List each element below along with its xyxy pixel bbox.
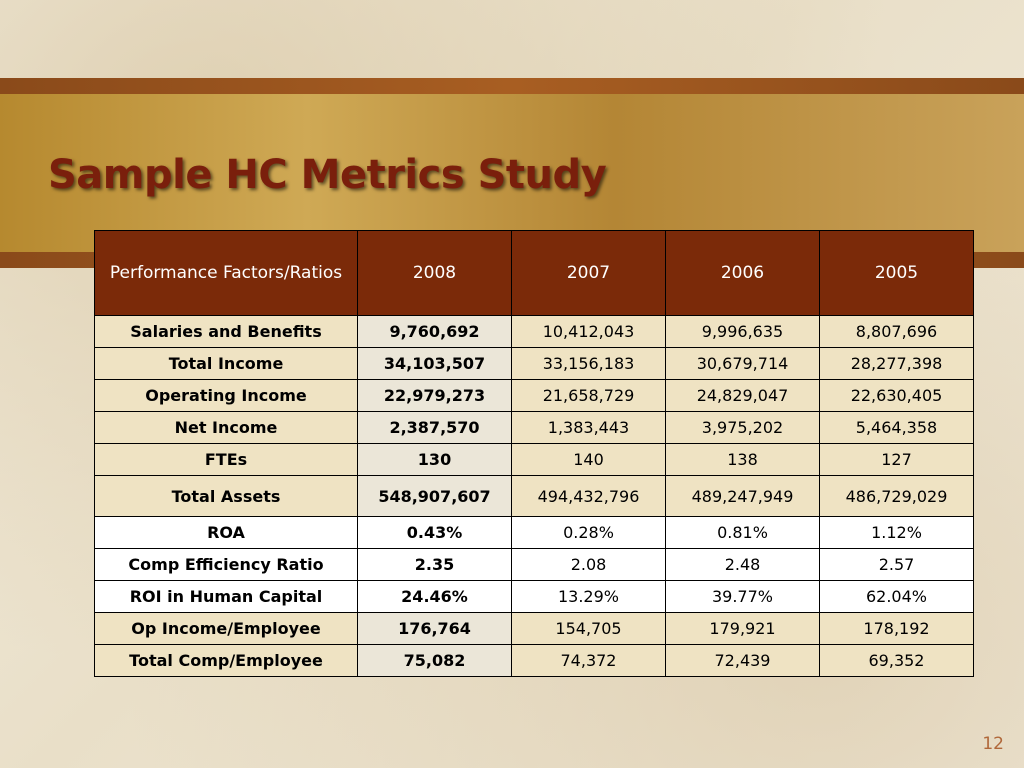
header-2007: 2007 [511, 230, 666, 316]
table-cell: 34,103,507 [357, 347, 512, 380]
row-label: ROA [94, 516, 358, 549]
table-row: Total Income 34,103,507 33,156,183 30,67… [94, 347, 974, 380]
table-cell: 9,996,635 [665, 315, 820, 348]
slide-title: Sample HC Metrics Study [48, 152, 607, 198]
table-row: Total Comp/Employee 75,082 74,372 72,439… [94, 644, 974, 677]
table-cell: 74,372 [511, 644, 666, 677]
table-cell: 2,387,570 [357, 411, 512, 444]
table-cell: 179,921 [665, 612, 820, 645]
table-row: Salaries and Benefits 9,760,692 10,412,0… [94, 315, 974, 348]
table-cell: 8,807,696 [819, 315, 974, 348]
table-cell: 75,082 [357, 644, 512, 677]
table-cell: 21,658,729 [511, 379, 666, 412]
table-cell: 39.77% [665, 580, 820, 613]
table-cell: 22,630,405 [819, 379, 974, 412]
table-row: Op Income/Employee 176,764 154,705 179,9… [94, 612, 974, 645]
slide-page-number: 12 [982, 734, 1004, 754]
row-label: Op Income/Employee [94, 612, 358, 645]
row-label: Operating Income [94, 379, 358, 412]
header-performance-factors: Performance Factors/Ratios [94, 230, 358, 316]
table-cell: 5,464,358 [819, 411, 974, 444]
table-row: Operating Income 22,979,273 21,658,729 2… [94, 379, 974, 412]
table-row: Comp Efficiency Ratio 2.35 2.08 2.48 2.5… [94, 548, 974, 581]
table-cell: 176,764 [357, 612, 512, 645]
row-label: Net Income [94, 411, 358, 444]
row-label: Comp Efficiency Ratio [94, 548, 358, 581]
table-row: ROA 0.43% 0.28% 0.81% 1.12% [94, 516, 974, 549]
table-cell: 33,156,183 [511, 347, 666, 380]
table-cell: 72,439 [665, 644, 820, 677]
row-label: Salaries and Benefits [94, 315, 358, 348]
table-cell: 178,192 [819, 612, 974, 645]
table-cell: 154,705 [511, 612, 666, 645]
title-band-top-stripe [0, 78, 1024, 94]
table-cell: 22,979,273 [357, 379, 512, 412]
table-cell: 486,729,029 [819, 475, 974, 517]
table-cell: 138 [665, 443, 820, 476]
table-cell: 69,352 [819, 644, 974, 677]
table-cell: 13.29% [511, 580, 666, 613]
table-cell: 489,247,949 [665, 475, 820, 517]
metrics-table: Performance Factors/Ratios 2008 2007 200… [94, 230, 974, 677]
table-cell: 140 [511, 443, 666, 476]
row-label: FTEs [94, 443, 358, 476]
row-label: Total Comp/Employee [94, 644, 358, 677]
table-cell: 24.46% [357, 580, 512, 613]
metrics-table-container: Performance Factors/Ratios 2008 2007 200… [94, 230, 974, 677]
table-cell: 1,383,443 [511, 411, 666, 444]
table-cell: 24,829,047 [665, 379, 820, 412]
table-cell: 3,975,202 [665, 411, 820, 444]
table-cell: 62.04% [819, 580, 974, 613]
table-cell: 548,907,607 [357, 475, 512, 517]
row-label: Total Assets [94, 475, 358, 517]
table-cell: 2.08 [511, 548, 666, 581]
table-cell: 0.43% [357, 516, 512, 549]
header-2008: 2008 [357, 230, 512, 316]
table-cell: 30,679,714 [665, 347, 820, 380]
table-row: Total Assets 548,907,607 494,432,796 489… [94, 475, 974, 517]
row-label: ROI in Human Capital [94, 580, 358, 613]
table-cell: 1.12% [819, 516, 974, 549]
table-row: Net Income 2,387,570 1,383,443 3,975,202… [94, 411, 974, 444]
table-row: ROI in Human Capital 24.46% 13.29% 39.77… [94, 580, 974, 613]
table-header-row: Performance Factors/Ratios 2008 2007 200… [94, 230, 974, 316]
table-row: FTEs 130 140 138 127 [94, 443, 974, 476]
header-2005: 2005 [819, 230, 974, 316]
table-cell: 130 [357, 443, 512, 476]
table-cell: 0.28% [511, 516, 666, 549]
header-2006: 2006 [665, 230, 820, 316]
table-cell: 2.48 [665, 548, 820, 581]
table-cell: 2.35 [357, 548, 512, 581]
table-cell: 28,277,398 [819, 347, 974, 380]
row-label: Total Income [94, 347, 358, 380]
table-cell: 0.81% [665, 516, 820, 549]
table-cell: 9,760,692 [357, 315, 512, 348]
table-cell: 127 [819, 443, 974, 476]
table-cell: 10,412,043 [511, 315, 666, 348]
table-cell: 2.57 [819, 548, 974, 581]
table-cell: 494,432,796 [511, 475, 666, 517]
